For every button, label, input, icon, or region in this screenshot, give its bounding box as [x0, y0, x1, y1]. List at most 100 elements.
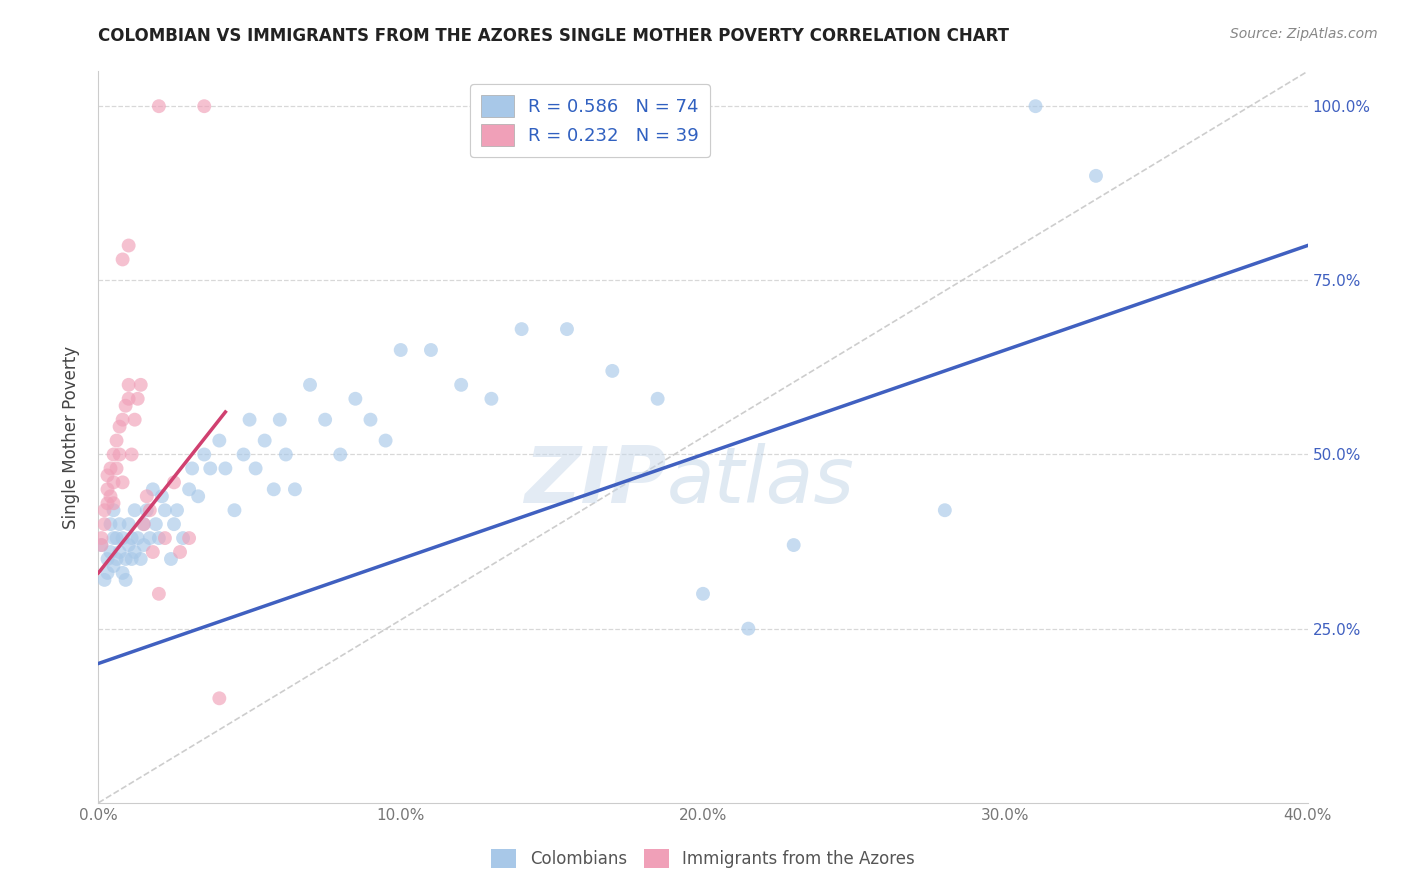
Point	[105, 531, 128, 545]
Point	[163, 517, 186, 532]
Point	[187, 489, 209, 503]
Point	[105, 552, 128, 566]
Point	[108, 545, 131, 559]
Text: COLOMBIAN VS IMMIGRANTS FROM THE AZORES SINGLE MOTHER POVERTY CORRELATION CHART: COLOMBIAN VS IMMIGRANTS FROM THE AZORES …	[98, 27, 1010, 45]
Point	[114, 399, 136, 413]
Point	[179, 531, 201, 545]
Point	[200, 461, 222, 475]
Point	[114, 573, 136, 587]
Point	[420, 343, 443, 357]
Point	[114, 552, 136, 566]
Point	[284, 483, 307, 497]
Point	[124, 545, 146, 559]
Point	[111, 475, 134, 490]
Point	[93, 573, 115, 587]
Point	[127, 531, 149, 545]
Point	[118, 517, 141, 532]
Point	[90, 531, 112, 545]
Point	[93, 517, 115, 532]
Point	[299, 377, 322, 392]
Point	[481, 392, 503, 406]
Point	[329, 448, 352, 462]
Point	[108, 419, 131, 434]
Point	[208, 691, 231, 706]
Point	[737, 622, 759, 636]
Point	[1024, 99, 1046, 113]
Point	[132, 538, 155, 552]
Point	[129, 377, 152, 392]
Point	[153, 531, 176, 545]
Point	[374, 434, 396, 448]
Point	[510, 322, 533, 336]
Y-axis label: Single Mother Poverty: Single Mother Poverty	[62, 345, 80, 529]
Point	[139, 503, 162, 517]
Point	[96, 566, 118, 580]
Text: Source: ZipAtlas.com: Source: ZipAtlas.com	[1230, 27, 1378, 41]
Point	[344, 392, 367, 406]
Point	[127, 392, 149, 406]
Point	[103, 475, 125, 490]
Point	[121, 531, 143, 545]
Point	[96, 483, 118, 497]
Point	[103, 503, 125, 517]
Point	[602, 364, 624, 378]
Point	[142, 545, 165, 559]
Point	[96, 496, 118, 510]
Point	[150, 489, 173, 503]
Point	[103, 496, 125, 510]
Point	[555, 322, 578, 336]
Point	[103, 448, 125, 462]
Point	[172, 531, 194, 545]
Point	[118, 377, 141, 392]
Point	[1085, 169, 1108, 183]
Legend: R = 0.586   N = 74, R = 0.232   N = 39: R = 0.586 N = 74, R = 0.232 N = 39	[470, 84, 710, 157]
Point	[269, 412, 291, 426]
Point	[105, 434, 128, 448]
Point	[121, 448, 143, 462]
Point	[96, 468, 118, 483]
Point	[145, 517, 167, 532]
Point	[193, 448, 215, 462]
Point	[647, 392, 669, 406]
Point	[163, 475, 186, 490]
Point	[111, 412, 134, 426]
Point	[105, 461, 128, 475]
Point	[118, 538, 141, 552]
Point	[148, 531, 170, 545]
Point	[245, 461, 267, 475]
Point	[90, 538, 112, 552]
Point	[132, 517, 155, 532]
Point	[129, 552, 152, 566]
Point	[208, 434, 231, 448]
Point	[139, 531, 162, 545]
Point	[783, 538, 806, 552]
Point	[232, 448, 254, 462]
Point	[274, 448, 297, 462]
Point	[121, 552, 143, 566]
Point	[111, 252, 134, 267]
Point	[692, 587, 714, 601]
Legend: Colombians, Immigrants from the Azores: Colombians, Immigrants from the Azores	[485, 843, 921, 875]
Point	[314, 412, 336, 426]
Point	[934, 503, 956, 517]
Point	[100, 461, 122, 475]
Point	[103, 558, 125, 573]
Point	[160, 552, 183, 566]
Point	[239, 412, 262, 426]
Point	[450, 377, 472, 392]
Point	[124, 412, 146, 426]
Point	[360, 412, 382, 426]
Point	[142, 483, 165, 497]
Point	[135, 503, 157, 517]
Point	[166, 503, 188, 517]
Point	[100, 545, 122, 559]
Point	[148, 587, 170, 601]
Point	[214, 461, 236, 475]
Point	[389, 343, 412, 357]
Point	[100, 489, 122, 503]
Text: ZIP: ZIP	[524, 443, 666, 519]
Point	[103, 531, 125, 545]
Point	[193, 99, 215, 113]
Point	[153, 503, 176, 517]
Point	[118, 238, 141, 252]
